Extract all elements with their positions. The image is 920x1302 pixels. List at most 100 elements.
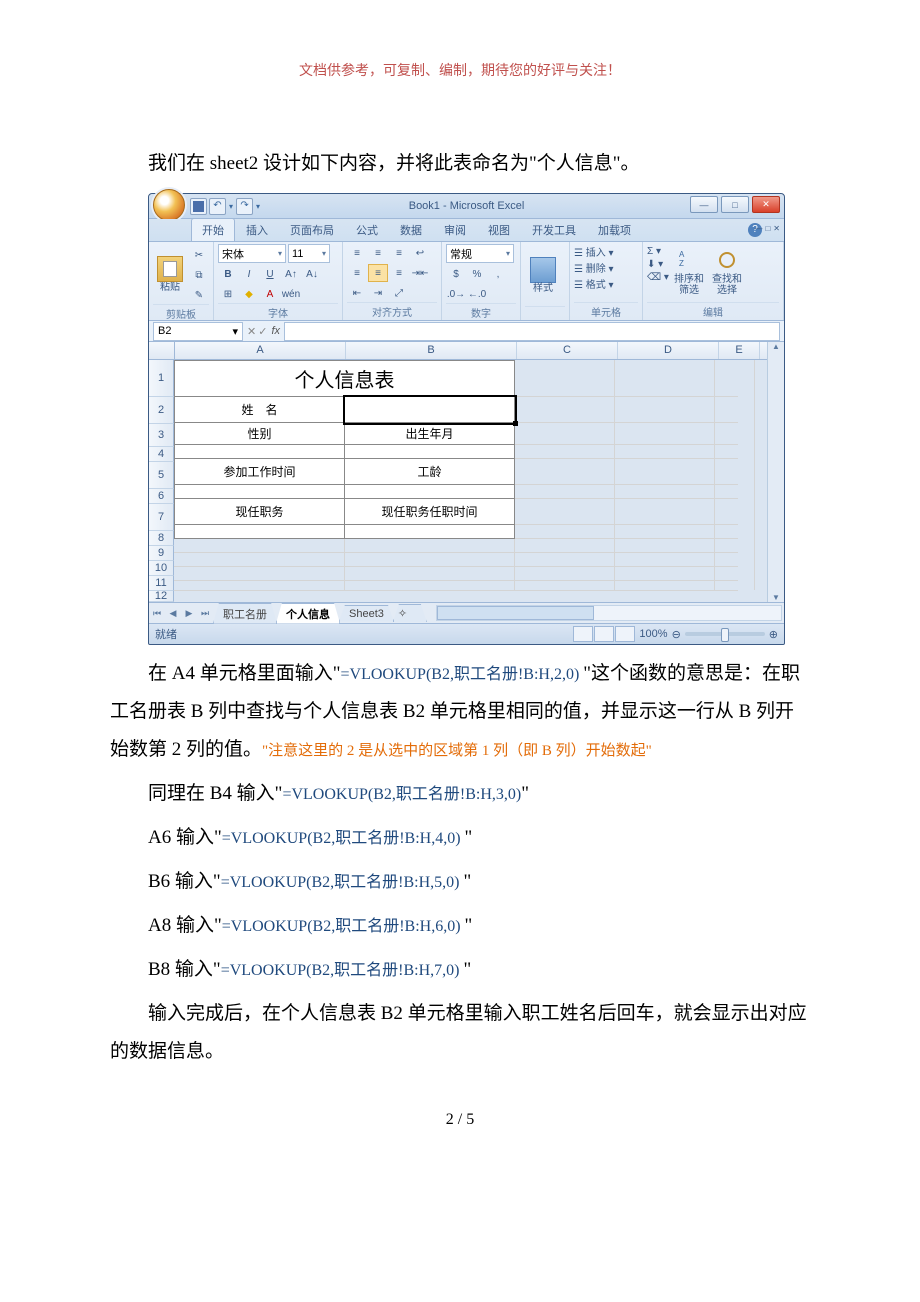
- phonetic-icon[interactable]: wén: [281, 285, 301, 303]
- row-header[interactable]: 2: [149, 397, 174, 424]
- insert-cells-button[interactable]: ☰ 插入 ▾: [574, 244, 638, 259]
- cell-b3[interactable]: 出生年月: [344, 422, 515, 445]
- format-cells-button[interactable]: ☰ 格式 ▾: [574, 276, 638, 291]
- shrink-font-icon[interactable]: A↓: [302, 265, 322, 283]
- col-header[interactable]: C: [517, 342, 618, 359]
- find-button[interactable]: 查找和 选择: [709, 244, 745, 302]
- cell-a2[interactable]: 姓 名: [174, 396, 345, 423]
- cell-a7[interactable]: 现任职务: [174, 498, 345, 525]
- tab-view[interactable]: 视图: [477, 218, 521, 241]
- sheet-tab-3[interactable]: Sheet3: [339, 605, 394, 622]
- border-icon[interactable]: ⊞: [218, 285, 238, 303]
- cell-b4[interactable]: [344, 444, 515, 459]
- sort-button[interactable]: 排序和 筛选: [671, 244, 707, 302]
- row-header[interactable]: 12: [149, 591, 174, 602]
- align-tr-icon[interactable]: ≡: [389, 244, 409, 262]
- orient-icon[interactable]: ⤢: [389, 284, 409, 302]
- cell-b7[interactable]: 现任职务任职时间: [344, 498, 515, 525]
- tab-nav-last[interactable]: ⏭: [197, 608, 213, 619]
- cell-b5[interactable]: 工龄: [344, 458, 515, 485]
- bold-icon[interactable]: B: [218, 265, 238, 283]
- cell-a4[interactable]: [174, 444, 345, 459]
- mdi-buttons[interactable]: —□✕: [754, 224, 780, 233]
- align-l-icon[interactable]: ≡: [347, 264, 367, 282]
- brush-icon[interactable]: ✎: [189, 286, 209, 304]
- tab-home[interactable]: 开始: [191, 218, 235, 241]
- tab-formulas[interactable]: 公式: [345, 218, 389, 241]
- cell-a5[interactable]: 参加工作时间: [174, 458, 345, 485]
- cell-a6[interactable]: [174, 484, 345, 499]
- cancel-fx-icon[interactable]: ✕: [247, 325, 256, 338]
- tab-insert[interactable]: 插入: [235, 218, 279, 241]
- horizontal-scrollbar[interactable]: [436, 605, 782, 621]
- tab-review[interactable]: 审阅: [433, 218, 477, 241]
- wrap-icon[interactable]: ↩: [410, 244, 430, 262]
- undo-icon[interactable]: [209, 198, 226, 215]
- row-header[interactable]: 6: [149, 489, 174, 504]
- align-r-icon[interactable]: ≡: [389, 264, 409, 282]
- merge-icon[interactable]: ⇥⇤: [410, 264, 430, 282]
- row-header[interactable]: 4: [149, 447, 174, 462]
- italic-icon[interactable]: I: [239, 265, 259, 283]
- view-break-icon[interactable]: [615, 626, 635, 642]
- paste-button[interactable]: 粘贴: [153, 244, 187, 304]
- close-button[interactable]: ✕: [752, 196, 780, 213]
- zoom-in-icon[interactable]: ⊕: [769, 628, 778, 641]
- fill-down-icon[interactable]: ⬇ ▾: [647, 259, 669, 270]
- dec-dec-icon[interactable]: ←.0: [467, 285, 487, 303]
- sheet-tab-2[interactable]: 个人信息: [276, 603, 340, 624]
- name-box[interactable]: B2▾: [153, 322, 243, 341]
- cut-icon[interactable]: ✂: [189, 246, 209, 264]
- align-c-icon[interactable]: ≡: [368, 264, 388, 282]
- maximize-button[interactable]: □: [721, 196, 749, 213]
- sheet-tab-1[interactable]: 职工名册: [213, 603, 277, 624]
- fill-icon[interactable]: ◆: [239, 285, 259, 303]
- view-layout-icon[interactable]: [594, 626, 614, 642]
- currency-icon[interactable]: $: [446, 265, 466, 283]
- cell-title[interactable]: 个人信息表: [174, 360, 515, 397]
- zoom-out-icon[interactable]: ⊖: [672, 628, 681, 641]
- save-icon[interactable]: [190, 198, 207, 215]
- vertical-scrollbar[interactable]: [767, 342, 784, 602]
- cell-b8[interactable]: [344, 524, 515, 539]
- underline-icon[interactable]: U: [260, 265, 280, 283]
- copy-icon[interactable]: ⧉: [189, 266, 209, 284]
- styles-button[interactable]: 样式: [525, 244, 561, 306]
- indent-inc-icon[interactable]: ⇥: [368, 284, 388, 302]
- number-format-combo[interactable]: 常规▾: [446, 244, 514, 263]
- cell-a3[interactable]: 性别: [174, 422, 345, 445]
- col-header[interactable]: B: [346, 342, 517, 359]
- align-tl-icon[interactable]: ≡: [347, 244, 367, 262]
- autosum-icon[interactable]: Σ ▾: [647, 246, 669, 257]
- inc-dec-icon[interactable]: .0→: [446, 285, 466, 303]
- grow-font-icon[interactable]: A↑: [281, 265, 301, 283]
- tab-nav-first[interactable]: ⏮: [149, 608, 165, 619]
- font-color-icon[interactable]: A: [260, 285, 280, 303]
- row-header[interactable]: 5: [149, 462, 174, 489]
- cell-b2[interactable]: [344, 396, 515, 423]
- col-header[interactable]: D: [618, 342, 719, 359]
- cell-a8[interactable]: [174, 524, 345, 539]
- view-normal-icon[interactable]: [573, 626, 593, 642]
- tab-dev[interactable]: 开发工具: [521, 218, 587, 241]
- tab-nav-next[interactable]: ▶: [181, 608, 197, 619]
- tab-layout[interactable]: 页面布局: [279, 218, 345, 241]
- office-button[interactable]: [153, 189, 185, 221]
- tab-nav-prev[interactable]: ◀: [165, 608, 181, 619]
- row-header[interactable]: 7: [149, 504, 174, 531]
- row-header[interactable]: 1: [149, 360, 174, 397]
- col-header[interactable]: E: [719, 342, 760, 359]
- col-header[interactable]: A: [175, 342, 346, 359]
- row-header[interactable]: 10: [149, 561, 174, 576]
- font-size-combo[interactable]: 11▾: [288, 244, 330, 263]
- row-header[interactable]: 11: [149, 576, 174, 591]
- delete-cells-button[interactable]: ☰ 删除 ▾: [574, 260, 638, 275]
- zoom-slider[interactable]: [685, 632, 765, 636]
- formula-input[interactable]: [284, 322, 780, 341]
- tab-data[interactable]: 数据: [389, 218, 433, 241]
- row-header[interactable]: 3: [149, 424, 174, 447]
- row-header[interactable]: 9: [149, 546, 174, 561]
- percent-icon[interactable]: %: [467, 265, 487, 283]
- fx-icon[interactable]: fx: [271, 325, 280, 338]
- tab-addins[interactable]: 加载项: [587, 218, 642, 241]
